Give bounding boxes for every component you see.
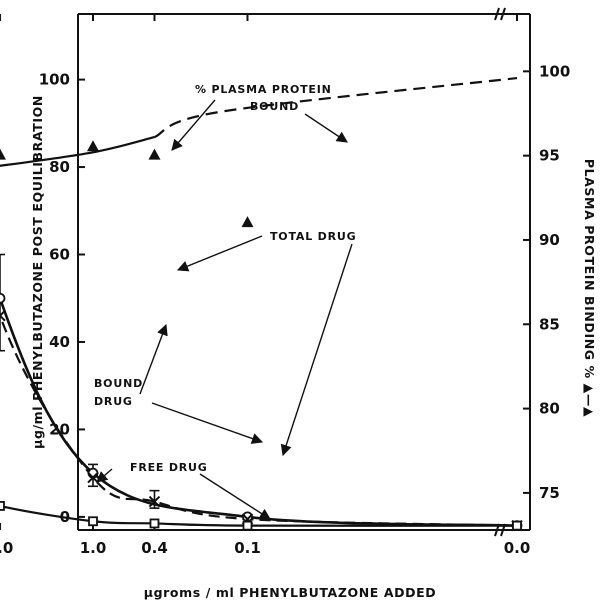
tick-labels: 020406080100758085909510010.04.01.00.40.… [0, 62, 570, 557]
series-line-plasma-binding [0, 136, 155, 167]
data-markers [0, 140, 523, 532]
y-right-tick-label: 100 [539, 62, 570, 80]
y-right-tick-label: 85 [539, 315, 560, 333]
series-line-plasma-binding-dashed [154, 76, 518, 139]
data-point-bound-drug [0, 310, 6, 322]
y-left-tick-label: 60 [49, 246, 70, 264]
data-point-free-drug [242, 520, 253, 531]
data-point-free-drug [512, 520, 522, 531]
x-tick-label: 0.1 [234, 539, 261, 557]
axis-break-mark-top [494, 7, 500, 21]
x-axis-title: µgroms / ml PHENYLBUTAZONE ADDED [144, 585, 436, 600]
y-right-tick-label: 75 [539, 484, 560, 502]
data-point-plasma-binding [148, 148, 161, 160]
axis-titles: µgroms / ml PHENYLBUTAZONE ADDED µg/ml PH… [30, 95, 597, 600]
arrow-plasma-to-4 [171, 99, 216, 151]
annotation-free-drug: FREE DRUG [130, 461, 208, 474]
y-left-tick-label: 20 [49, 420, 70, 438]
arrow-bound-to-1 [151, 402, 264, 444]
data-point-plasma-binding [0, 148, 6, 160]
annotations: % PLASMA PROTEIN BOUND TOTAL DRUG BOUND DRUG… [94, 83, 356, 520]
data-point-free-drug [149, 518, 160, 529]
arrow-free-to-1 [199, 473, 271, 520]
annotation-plasma-protein-bound: BOUND [250, 100, 299, 113]
x-tick-label: 0.0 [504, 539, 531, 557]
axis-break-mark-top [500, 7, 506, 21]
y-left-tick-label: 0 [60, 508, 70, 526]
annotation-bound-drug-2: DRUG [94, 395, 133, 408]
y-right-tick-label: 95 [539, 147, 560, 165]
arrow-total-to-4 [176, 235, 263, 272]
data-point-free-drug [0, 501, 5, 511]
y-left-tick-label: 80 [49, 158, 70, 176]
annotation-plasma-protein: % PLASMA PROTEIN [195, 83, 332, 96]
x-tick-label: 1.0 [80, 539, 107, 557]
y-left-tick-label: 40 [49, 333, 70, 351]
arrow-total-to-1 [280, 243, 353, 457]
data-point-total-drug [0, 292, 6, 304]
series-line-cross [0, 312, 518, 527]
y-left-axis-title: µg/ml PHENYLBUTAZONE POST EQUILIBRATION [30, 95, 45, 449]
y-right-tick-label: 80 [539, 400, 560, 418]
data-point-plasma-binding [87, 140, 99, 152]
arrow-bound-to-4 [139, 323, 168, 395]
annotation-bound-drug: BOUND [94, 377, 143, 390]
arrow-plasma-to-04 [304, 113, 348, 143]
arrow-free-to-10 [96, 468, 113, 483]
annotation-total-drug: TOTAL DRUG [270, 230, 356, 243]
data-point-free-drug [88, 516, 98, 527]
y-right-tick-label: 90 [539, 231, 560, 249]
data-point-plasma-binding [241, 216, 254, 228]
x-tick-label: 4.0 [0, 539, 13, 557]
y-left-tick-label: 100 [39, 71, 70, 89]
x-tick-label: 0.4 [141, 539, 168, 557]
y-right-axis-title: PLASMA PROTEIN BINDING % ▲—▲ [582, 159, 597, 417]
data-point-bound-drug [148, 495, 161, 508]
